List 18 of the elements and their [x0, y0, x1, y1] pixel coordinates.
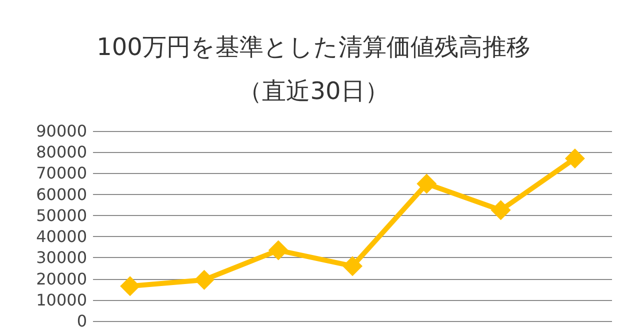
point — [416, 174, 437, 194]
point — [120, 276, 140, 296]
y-tick-label: 0 — [76, 312, 87, 330]
y-tick-label: 10000 — [36, 290, 87, 310]
point — [268, 240, 288, 260]
chart-title: 100万円を基準とした清算価値残高推移（直近30日） — [96, 33, 530, 105]
y-tick-label: 30000 — [36, 248, 87, 268]
point — [342, 256, 362, 276]
point — [194, 270, 214, 290]
y-tick-label: 20000 — [36, 269, 87, 288]
point — [490, 200, 511, 220]
y-tick-label: 40000 — [36, 227, 87, 246]
y-tick-label: 70000 — [36, 164, 87, 183]
point — [564, 148, 585, 168]
y-tick-label: 90000 — [36, 122, 87, 140]
y-tick-label: 80000 — [36, 142, 87, 162]
y-tick-label: 60000 — [36, 184, 87, 204]
y-tick-label: 50000 — [36, 206, 87, 225]
